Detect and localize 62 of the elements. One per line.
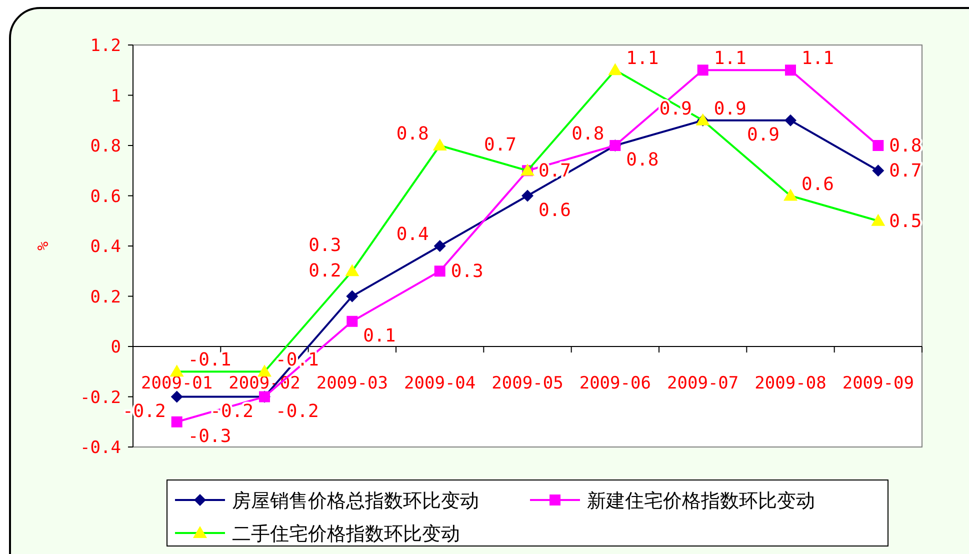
data-label: 0.6 [802,174,834,195]
x-tick-label: 2009-04 [404,374,476,394]
data-label: 0.8 [396,124,429,144]
data-label: 0.9 [714,98,746,120]
point [522,190,534,202]
legend-label: 房屋销售价格总指数环比变动 [232,490,479,512]
data-label: -0.1 [188,350,232,371]
x-tick-label: 2009-05 [492,374,564,394]
x-tick-label: 2009-01 [141,374,213,394]
point [434,266,446,277]
data-label: 0.5 [889,210,922,232]
data-label: 0.8 [572,124,604,144]
data-label: 1.1 [626,48,659,70]
data-label: -0.2 [276,400,319,422]
data-label: 1.1 [802,48,834,70]
data-label: 0.3 [308,235,342,256]
point [785,64,796,76]
point [871,214,886,226]
y-tick-label: -0.2 [80,388,121,408]
y-tick-label: 0 [110,338,121,358]
y-tick-label: 0.4 [90,237,121,257]
data-label: 0.9 [746,124,780,146]
data-label: 1.1 [714,48,746,70]
y-axis-title: % [34,241,52,251]
data-label: 0.8 [626,150,659,170]
point [171,416,182,428]
data-label: 0.3 [450,261,484,282]
data-label: -0.2 [210,400,254,422]
x-tick-label: 2009-03 [316,374,388,394]
point [434,240,446,252]
point [784,188,798,201]
data-label: 0.7 [889,160,922,182]
x-tick-label: 2009-07 [667,374,739,394]
y-tick-label: 0.6 [90,186,121,207]
data-label: 0.7 [538,160,572,182]
data-label: 0.7 [484,134,516,156]
y-tick-label: 0.2 [90,287,121,308]
point [697,64,708,76]
legend-label: 二手住宅价格指数环比变动 [232,523,460,545]
point [345,264,360,276]
point [346,290,358,302]
data-label: 0.2 [308,260,342,282]
point [872,140,884,151]
point [170,390,183,403]
y-tick-label: -0.4 [80,438,121,458]
y-tick-label: 0.8 [90,136,121,156]
point [608,63,622,76]
x-tick-label: 2009-08 [754,374,826,394]
point [872,164,884,177]
y-tick-label: 1 [110,86,121,106]
y-tick-label: 1.2 [90,36,121,56]
x-tick-label: 2009-09 [842,374,914,394]
data-label: 0.4 [396,224,429,245]
legend-label: 新建住宅价格指数环比变动 [587,490,815,512]
data-label: 0.6 [538,200,572,221]
data-label: 0.1 [363,325,396,346]
point [432,138,447,150]
point [346,316,358,327]
point [784,114,796,126]
data-label: -0.3 [188,426,232,447]
data-label: 0.8 [889,136,922,156]
x-tick-label: 2009-06 [579,374,651,394]
